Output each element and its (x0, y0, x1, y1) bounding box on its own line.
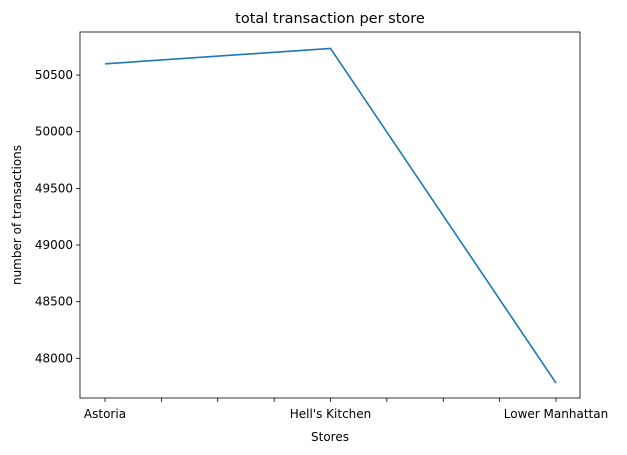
series-layer (104, 47, 557, 384)
chart-title: total transaction per store (235, 11, 425, 27)
y-tick-label: 48500 (35, 295, 73, 309)
y-tick-label: 49500 (35, 181, 73, 195)
y-tick-label: 49000 (35, 238, 73, 252)
x-axis-label: Stores (311, 430, 349, 444)
x-tick-label: Astoria (84, 407, 126, 421)
y-tick-label: 48000 (35, 351, 73, 365)
y-tick-label: 50000 (35, 125, 73, 139)
series-line (104, 47, 557, 384)
x-axis: Astoria Hell's Kitchen Lower Manhattan (84, 398, 608, 421)
y-axis-label: number of transactions (10, 145, 24, 285)
plot-area (79, 31, 581, 399)
x-tick-label: Hell's Kitchen (290, 407, 372, 421)
x-tick-label: Lower Manhattan (504, 407, 608, 421)
y-tick-label: 50500 (35, 68, 73, 82)
y-axis: 48000 48500 49000 49500 50000 50500 (35, 68, 80, 365)
